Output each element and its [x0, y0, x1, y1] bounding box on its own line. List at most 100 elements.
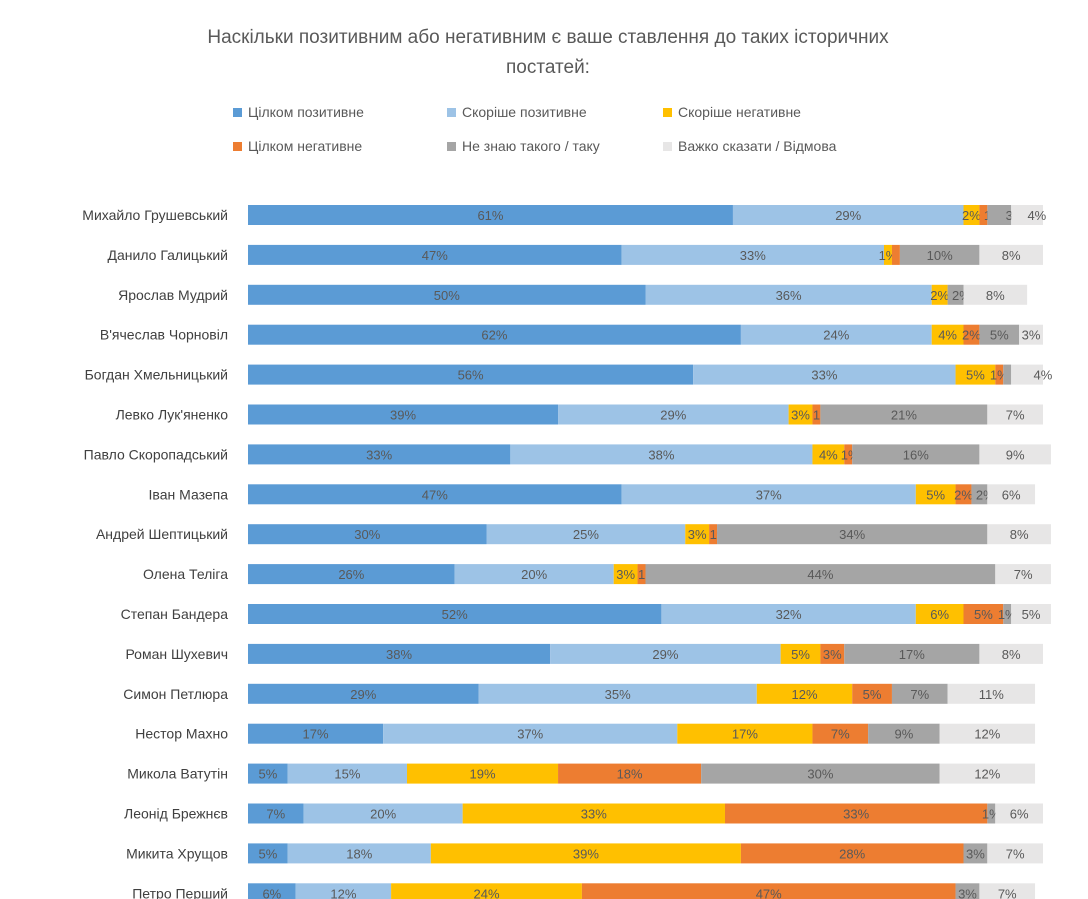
bar-segment — [558, 763, 702, 784]
bar-segment — [407, 763, 559, 784]
data-label: 3% — [1022, 328, 1041, 343]
bar-segment — [987, 484, 1036, 505]
bar-segment — [931, 324, 964, 345]
bar-segment — [844, 444, 853, 465]
data-label: 62% — [481, 328, 507, 343]
bar-segment — [756, 683, 853, 704]
data-label: 5% — [926, 487, 945, 502]
bar-segment — [947, 284, 964, 305]
bar-segment — [478, 683, 757, 704]
data-label: 61% — [477, 208, 503, 223]
bar-segment — [884, 244, 892, 265]
bar-segment — [891, 683, 948, 704]
bar-segment — [717, 524, 988, 545]
data-label: 20% — [521, 567, 547, 582]
data-label: 3% — [958, 886, 977, 899]
data-label: 38% — [386, 647, 412, 662]
bar-segment — [645, 564, 996, 585]
bar-segment — [510, 444, 813, 465]
data-label: 26% — [338, 567, 364, 582]
bar-segment — [963, 284, 1028, 305]
data-label: 4% — [1027, 208, 1046, 223]
data-label: 7% — [266, 807, 285, 822]
legend-item: Скоріше позитивне — [447, 104, 587, 120]
bar-segment — [971, 484, 988, 505]
data-label: 5% — [966, 368, 985, 383]
data-label: 12% — [791, 687, 817, 702]
bar-segment — [303, 803, 463, 824]
data-label: 15% — [334, 767, 360, 782]
bar-segment — [287, 763, 407, 784]
category-label: Андрей Шептицький — [96, 526, 228, 542]
category-label: Микола Ватутін — [127, 766, 228, 782]
data-label: 25% — [573, 527, 599, 542]
bar-segment — [852, 683, 892, 704]
legend-swatch — [233, 141, 242, 151]
data-label: 6% — [930, 607, 949, 622]
bar-segment — [550, 643, 781, 664]
data-label: 6% — [1002, 487, 1021, 502]
bar-segment — [1011, 604, 1051, 624]
bar-segment — [995, 564, 1051, 585]
bar-segment — [248, 604, 662, 624]
bar-segment — [939, 763, 1036, 784]
bar-segment — [732, 205, 964, 225]
data-label: 33% — [581, 807, 607, 822]
legend-item: Важко сказати / Відмова — [663, 138, 836, 154]
bar-segment — [963, 843, 988, 864]
bar-segment — [248, 683, 479, 704]
bar-segment — [581, 883, 956, 899]
legend-label: Цілком негативне — [248, 138, 363, 154]
bar-segment — [295, 883, 392, 899]
bar-segment — [740, 324, 932, 345]
data-label: 44% — [807, 567, 833, 582]
category-label: Микита Хрущов — [126, 845, 228, 861]
category-label: Михайло Грушевський — [82, 207, 228, 223]
data-label: 20% — [370, 807, 396, 822]
legend-label: Скоріше позитивне — [462, 104, 587, 120]
data-label: 4% — [819, 447, 838, 462]
data-label: 5% — [974, 607, 993, 622]
bar-segment — [955, 883, 980, 899]
data-label: 32% — [776, 607, 802, 622]
bar-segment — [383, 723, 678, 744]
bar-segment — [454, 564, 614, 585]
data-label: 19% — [470, 767, 496, 782]
bar-segment — [955, 484, 972, 505]
bar-segment — [891, 244, 900, 265]
data-label: 7% — [1006, 408, 1025, 423]
data-label: 3% — [823, 647, 842, 662]
data-label: 7% — [1006, 846, 1025, 861]
bar-segment — [868, 723, 940, 744]
bar-segment — [820, 404, 988, 425]
data-label: 17% — [899, 647, 925, 662]
bar-segment — [248, 284, 646, 305]
bar-segment — [287, 843, 431, 864]
data-label: 9% — [1006, 447, 1025, 462]
data-label: 24% — [823, 328, 849, 343]
data-label: 35% — [605, 687, 631, 702]
bar-segment — [788, 404, 813, 425]
data-label: 7% — [831, 727, 850, 742]
data-label: 52% — [442, 607, 468, 622]
bar-segment — [248, 883, 296, 899]
legend-swatch — [447, 107, 456, 117]
data-label: 10% — [927, 248, 953, 263]
data-label: 5% — [791, 647, 810, 662]
data-label: 16% — [903, 447, 929, 462]
bar-segment — [248, 244, 622, 265]
category-label: Левко Лук'яненко — [116, 407, 229, 423]
bar-segment — [995, 803, 1043, 824]
bar-segment — [955, 364, 996, 385]
data-label: 8% — [986, 288, 1005, 303]
data-label: 29% — [660, 408, 686, 423]
data-label: 17% — [303, 727, 329, 742]
legend-label: Цілком позитивне — [248, 104, 364, 120]
bar-segment — [248, 803, 304, 824]
bar-segment — [963, 324, 980, 345]
bar-segment — [248, 723, 384, 744]
bar-segment — [637, 564, 646, 585]
bar-segment — [820, 643, 845, 664]
data-label: 39% — [390, 408, 416, 423]
bar-segment — [979, 205, 988, 225]
